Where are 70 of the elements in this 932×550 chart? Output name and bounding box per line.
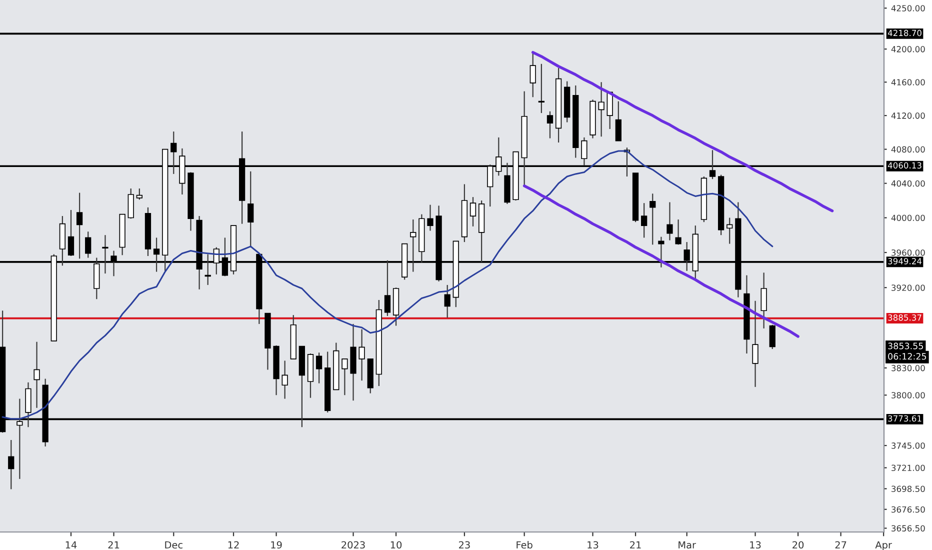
y-tick-label: 3676.50 — [892, 506, 925, 513]
candlestick — [444, 284, 450, 318]
y-tick-label: 3698.50 — [892, 486, 925, 492]
candlestick — [769, 324, 776, 350]
candlestick — [615, 100, 622, 142]
candlestick — [248, 170, 254, 248]
candlestick — [282, 360, 288, 400]
candlestick — [85, 231, 92, 258]
candlestick — [650, 193, 656, 246]
candlestick — [34, 341, 40, 408]
candlestick — [76, 192, 83, 260]
x-tick-label: 14 — [66, 541, 77, 548]
candlestick — [598, 82, 604, 138]
y-tick-label: 3721.00 — [892, 464, 925, 472]
text: 06:12:25 — [888, 353, 926, 360]
y-tick-label: 4040.00 — [891, 180, 925, 187]
x-tick-label: 19 — [271, 541, 282, 549]
candlestick — [546, 110, 554, 139]
candlestick — [316, 352, 322, 384]
ref-line-label: 3949.24 — [888, 258, 922, 264]
x-tick-label: Mar — [678, 541, 696, 549]
ref-line-label: 3885.37 — [888, 314, 922, 321]
x-tick-label: Apr — [875, 541, 892, 550]
x-tick-label: 13 — [588, 541, 598, 549]
candlestick — [470, 196, 476, 227]
candlestick — [342, 358, 348, 396]
candlestick — [8, 439, 14, 490]
line-series — [522, 184, 800, 338]
candlestick — [538, 63, 545, 114]
candlestick — [760, 272, 767, 329]
candlestick — [675, 218, 682, 246]
x-tick-label: Feb — [516, 541, 532, 549]
x-tick-label: 2023 — [342, 541, 365, 549]
y-tick-label: 4000.00 — [891, 214, 925, 222]
ref-line-label: 3773.61 — [888, 415, 922, 422]
line-series — [531, 50, 834, 212]
text: 3853.55 — [888, 342, 923, 350]
x-tick-label: 23 — [458, 541, 470, 549]
candlestick — [136, 188, 142, 200]
candlestick — [726, 217, 733, 244]
y-tick-label: 4120.00 — [891, 112, 925, 119]
y-tick-label: 3656.50 — [892, 525, 925, 532]
y-tick-label: 4080.00 — [891, 146, 925, 153]
x-tick-label: 10 — [390, 541, 402, 549]
y-tick-label: 3800.00 — [892, 392, 925, 398]
y-tick-label: 4200.00 — [891, 46, 925, 52]
candlestick — [752, 300, 758, 388]
ref-line-label: 4218.70 — [888, 30, 922, 36]
x-tick-label: 27 — [835, 541, 846, 548]
ref-line-label: 4060.13 — [888, 162, 922, 169]
y-tick-label: 4250.00 — [891, 5, 925, 12]
y-tick-label: 3830.00 — [892, 364, 925, 372]
candlestick — [358, 328, 365, 382]
x-tick-label: 12 — [228, 541, 239, 548]
y-tick-label: 4160.00 — [891, 79, 925, 86]
y-tick-label: 3745.00 — [892, 442, 925, 449]
candlestick — [666, 202, 673, 241]
line-series — [2, 150, 774, 420]
y-tick-label: 3920.00 — [892, 284, 925, 291]
x-tick-label: Dec — [165, 541, 182, 549]
y-tick-label: 3960.00 — [892, 249, 925, 256]
x-tick-label: 20 — [792, 541, 804, 549]
x-tick-label: 13 — [750, 541, 761, 549]
candlestick — [68, 209, 74, 257]
x-tick-label: 21 — [108, 541, 120, 548]
x-tick-label: 21 — [630, 541, 641, 548]
candlestick — [641, 202, 648, 238]
candlestick — [427, 204, 434, 232]
candlestick — [530, 52, 536, 98]
candlestick — [128, 188, 134, 220]
